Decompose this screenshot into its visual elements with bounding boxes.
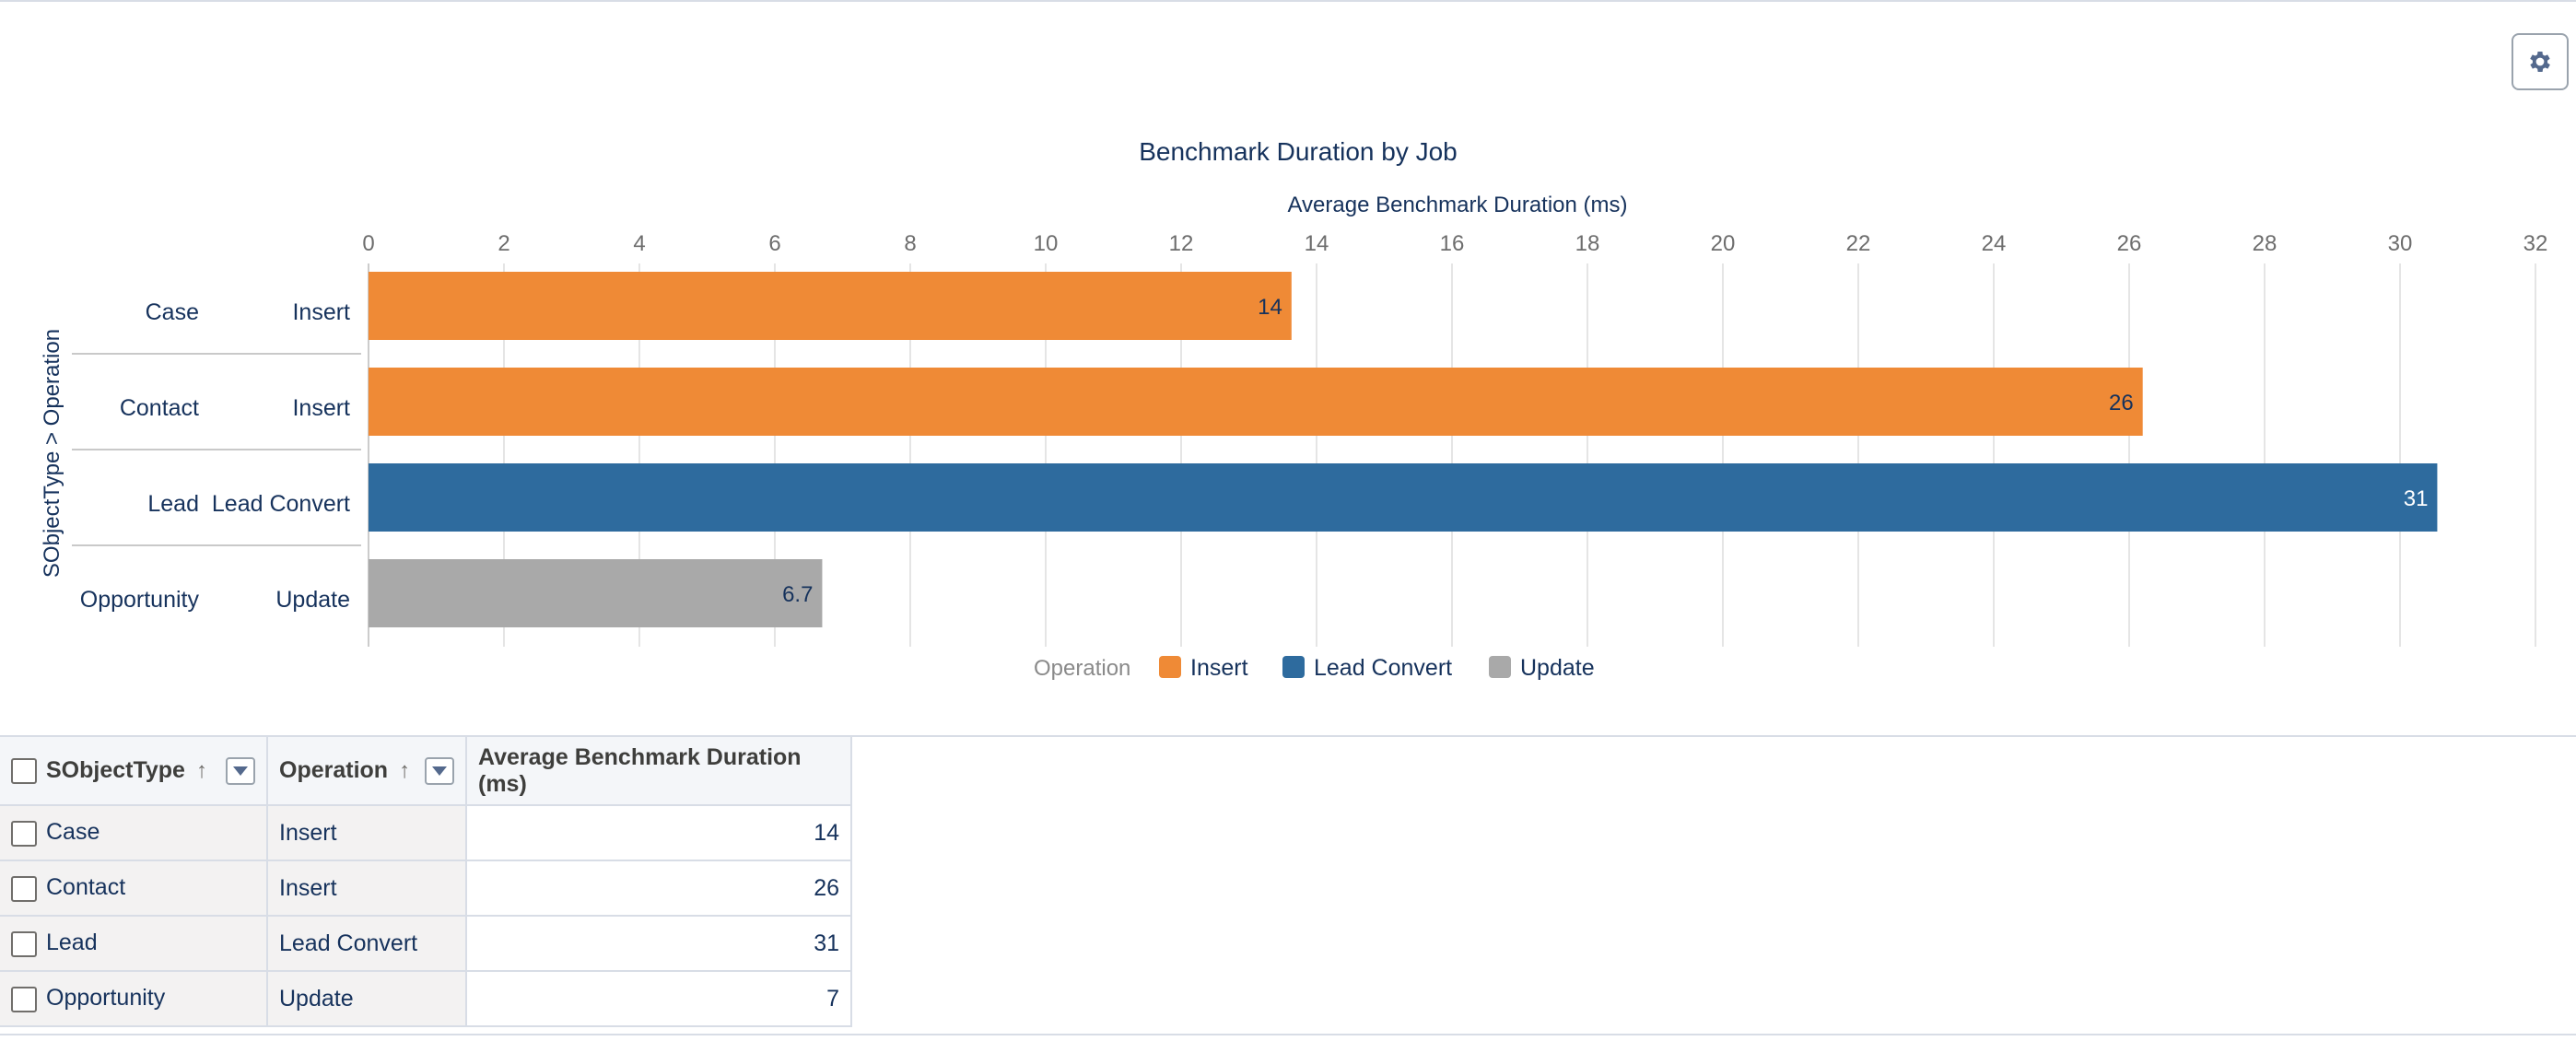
x-tick-label: 2 bbox=[498, 231, 509, 256]
x-tick-label: 30 bbox=[2388, 231, 2413, 256]
sort-asc-icon: ↑ bbox=[195, 757, 207, 783]
header-sobjecttype-label: SObjectType bbox=[46, 757, 185, 783]
legend-item-label[interactable]: Update bbox=[1520, 655, 1595, 681]
column-menu-button[interactable] bbox=[425, 756, 454, 785]
bar[interactable] bbox=[369, 559, 823, 627]
legend-swatch[interactable] bbox=[1282, 656, 1305, 678]
sobjecttype-value: Case bbox=[46, 819, 100, 846]
settings-button[interactable] bbox=[2512, 33, 2569, 90]
x-tick-label: 0 bbox=[362, 231, 374, 256]
gear-icon bbox=[2530, 52, 2550, 72]
operation-category-label: Insert bbox=[292, 395, 350, 421]
header-operation[interactable]: Operation ↑ bbox=[267, 737, 467, 806]
bar[interactable] bbox=[369, 368, 2143, 436]
cell-operation: Insert bbox=[267, 860, 467, 917]
sobject-category-label: Opportunity bbox=[80, 587, 200, 613]
column-menu-button[interactable] bbox=[226, 756, 255, 785]
cell-operation: Update bbox=[267, 971, 467, 1027]
x-axis-ticks: 0 2 4 6 8 10 12 14 16 18 20 22 24 26 28 30 32 bbox=[362, 231, 2547, 256]
sobject-category-label: Lead bbox=[147, 491, 199, 517]
operation-category-label: Lead Convert bbox=[212, 491, 350, 517]
table-header-row: SObjectType ↑ Operation ↑ bbox=[0, 737, 852, 806]
header-sobjecttype[interactable]: SObjectType ↑ bbox=[0, 737, 268, 806]
x-tick-label: 28 bbox=[2253, 231, 2277, 256]
x-axis-label: Average Benchmark Duration (ms) bbox=[1287, 193, 1627, 217]
sobjecttype-value: Contact bbox=[46, 874, 126, 901]
sobjecttype-value: Lead bbox=[46, 930, 98, 956]
x-tick-label: 20 bbox=[1711, 231, 1736, 256]
x-tick-label: 14 bbox=[1305, 231, 1329, 256]
sobject-category-label: Case bbox=[146, 299, 199, 325]
chevron-down-icon bbox=[233, 766, 248, 776]
legend-item-label[interactable]: Insert bbox=[1190, 655, 1248, 681]
sobject-category-label: Contact bbox=[120, 395, 199, 421]
bar-chart: Benchmark Duration by Job Average Benchm… bbox=[40, 137, 2547, 681]
cell-operation: Insert bbox=[267, 805, 467, 861]
bar[interactable] bbox=[369, 463, 2438, 532]
sobjecttype-value: Opportunity bbox=[46, 985, 166, 1012]
x-tick-label: 10 bbox=[1034, 231, 1059, 256]
table-row[interactable]: Contact Insert 26 bbox=[0, 860, 852, 917]
cell-sobjecttype: Opportunity bbox=[0, 971, 268, 1027]
bar-data-label: 31 bbox=[2404, 486, 2429, 511]
bars: 14 26 31 6.7 bbox=[369, 272, 2438, 627]
cell-duration: 31 bbox=[466, 916, 852, 972]
legend-title: Operation bbox=[1034, 656, 1130, 681]
data-table: SObjectType ↑ Operation ↑ bbox=[0, 737, 852, 1027]
header-duration-label: Average Benchmark Duration (ms) bbox=[478, 743, 802, 797]
x-tick-label: 6 bbox=[768, 231, 780, 256]
chart-title: Benchmark Duration by Job bbox=[1139, 137, 1458, 166]
row-checkbox[interactable] bbox=[11, 986, 37, 1012]
bar-data-label: 26 bbox=[2109, 391, 2134, 415]
header-operation-label: Operation bbox=[279, 757, 389, 783]
bar[interactable] bbox=[369, 272, 1292, 340]
row-checkbox[interactable] bbox=[11, 875, 37, 902]
x-tick-label: 12 bbox=[1169, 231, 1194, 256]
x-tick-label: 22 bbox=[1846, 231, 1871, 256]
bar-data-label: 6.7 bbox=[782, 582, 813, 607]
x-tick-label: 18 bbox=[1575, 231, 1600, 256]
summary-table: SObjectType ↑ Operation ↑ bbox=[0, 735, 2576, 1041]
cell-duration: 7 bbox=[466, 971, 852, 1027]
cell-operation: Lead Convert bbox=[267, 916, 467, 972]
x-tick-label: 32 bbox=[2523, 231, 2548, 256]
table-row[interactable]: Lead Lead Convert 31 bbox=[0, 916, 852, 972]
cell-sobjecttype: Case bbox=[0, 805, 268, 861]
bottom-divider bbox=[0, 1034, 2576, 1035]
header-duration[interactable]: Average Benchmark Duration (ms) bbox=[466, 737, 852, 806]
x-tick-label: 16 bbox=[1440, 231, 1465, 256]
table-row[interactable]: Case Insert 14 bbox=[0, 805, 852, 861]
cell-sobjecttype: Lead bbox=[0, 916, 268, 972]
chevron-down-icon bbox=[432, 766, 447, 776]
legend-item-label[interactable]: Lead Convert bbox=[1314, 655, 1452, 681]
row-checkbox[interactable] bbox=[11, 930, 37, 957]
category-rows: Case Insert Contact Insert Lead Lead Convert O… bbox=[72, 299, 361, 613]
operation-category-label: Insert bbox=[292, 299, 350, 325]
legend-swatch[interactable] bbox=[1159, 656, 1181, 678]
x-tick-label: 8 bbox=[904, 231, 916, 256]
table-row[interactable]: Opportunity Update 7 bbox=[0, 971, 852, 1027]
x-tick-label: 24 bbox=[1982, 231, 2007, 256]
cell-duration: 26 bbox=[466, 860, 852, 917]
row-checkbox[interactable] bbox=[11, 820, 37, 847]
cell-duration: 14 bbox=[466, 805, 852, 861]
sort-asc-icon: ↑ bbox=[399, 757, 411, 783]
x-tick-label: 26 bbox=[2117, 231, 2142, 256]
y-axis-label: SObjectType > Operation bbox=[40, 329, 64, 578]
bar-data-label: 14 bbox=[1258, 295, 1282, 320]
legend: Operation Insert Lead Convert Update bbox=[1034, 655, 1595, 681]
operation-category-label: Update bbox=[275, 587, 350, 613]
cell-sobjecttype: Contact bbox=[0, 860, 268, 917]
select-all-checkbox[interactable] bbox=[11, 757, 37, 784]
x-tick-label: 4 bbox=[633, 231, 645, 256]
legend-swatch[interactable] bbox=[1489, 656, 1511, 678]
